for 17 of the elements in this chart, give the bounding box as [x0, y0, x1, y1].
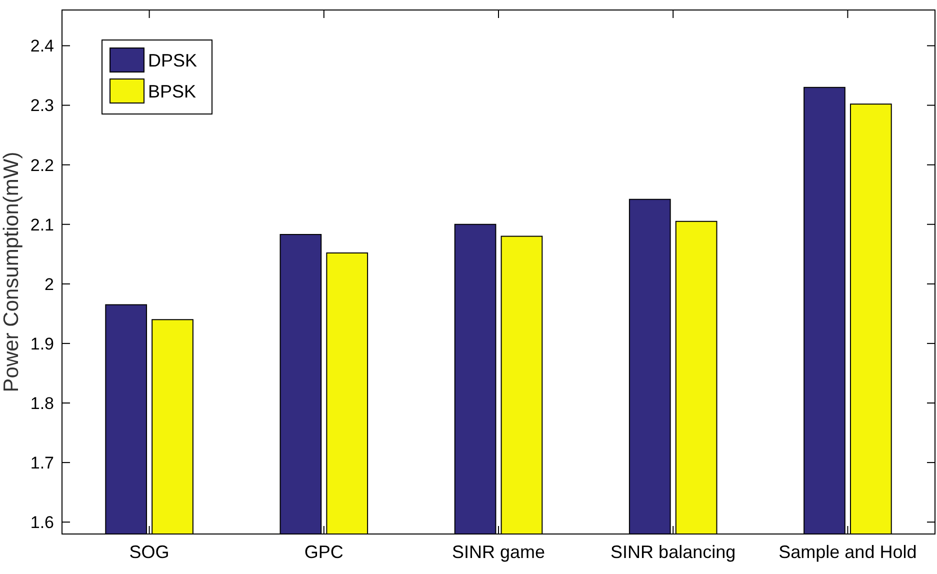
y-tick-label: 1.8	[30, 394, 54, 413]
y-axis-title: Power Consumption(mW)	[0, 152, 23, 392]
y-tick-label: 2.2	[30, 156, 54, 175]
y-tick-label: 1.7	[30, 453, 54, 472]
y-tick-label: 1.6	[30, 513, 54, 532]
legend-label: DPSK	[148, 50, 198, 70]
x-tick-label: SOG	[129, 542, 170, 562]
y-tick-label: 2.1	[30, 215, 54, 234]
x-tick-label: GPC	[304, 542, 344, 562]
x-tick-label: SINR balancing	[610, 542, 736, 562]
legend-label: BPSK	[148, 81, 196, 102]
x-tick-label: Sample and Hold	[778, 542, 917, 562]
y-tick-label: 2	[44, 274, 54, 294]
x-tick-label: SINR game	[452, 542, 546, 562]
y-tick-label: 2.3	[30, 96, 54, 116]
y-tick-label: 2.4	[30, 36, 54, 56]
y-tick-label: 1.9	[30, 334, 54, 354]
